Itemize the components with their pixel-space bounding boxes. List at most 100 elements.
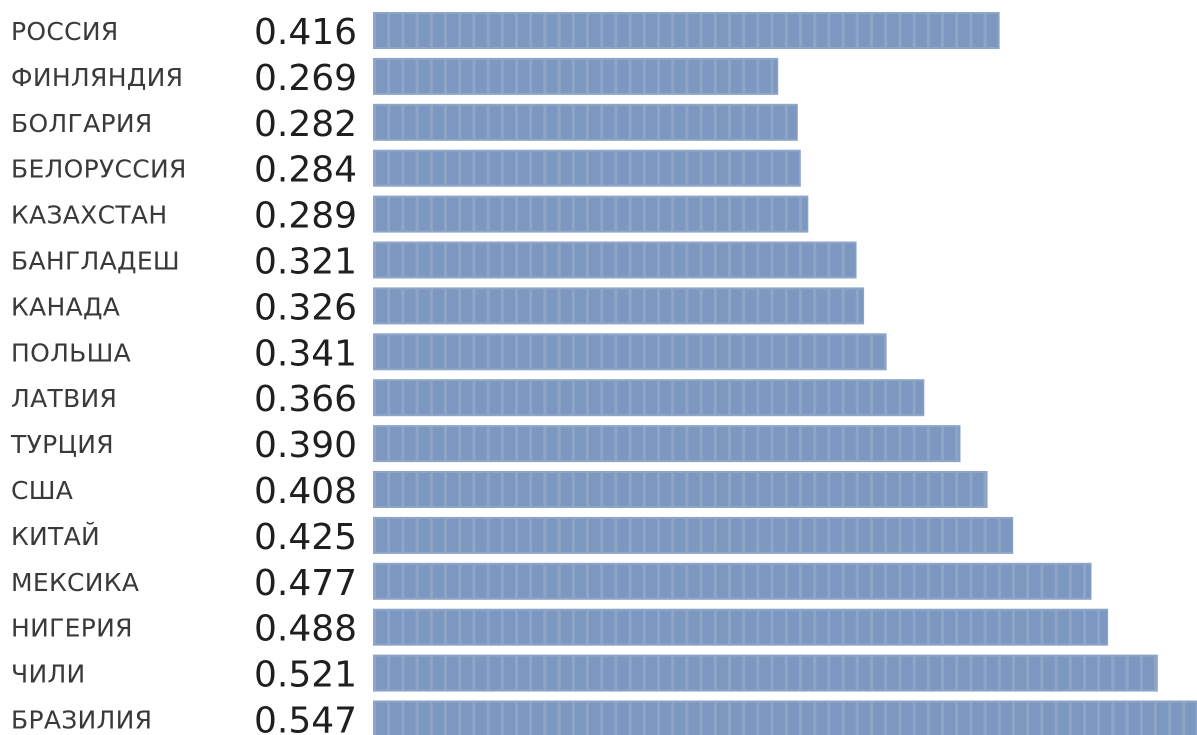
bar-segment [546, 518, 558, 552]
bar-segment [631, 151, 643, 185]
bar-segment [631, 473, 643, 506]
bar-segment [475, 656, 487, 690]
bar-segment [376, 197, 388, 231]
bar-segment [702, 289, 714, 323]
bar-segment [688, 427, 700, 461]
bar-segment [503, 105, 515, 139]
bar-segment [617, 381, 629, 415]
country-label: БОЛГАРИЯ [11, 109, 153, 138]
bar-segment [972, 518, 984, 552]
bar-segment [617, 702, 629, 735]
bar-segment [731, 656, 743, 690]
bar-segment [731, 151, 743, 185]
bar-segment [631, 14, 643, 47]
bar-segment [929, 702, 941, 735]
bar-segment [731, 610, 743, 644]
bar-segment [1071, 564, 1083, 598]
bar-segment [574, 197, 586, 231]
bar-segment [447, 289, 459, 323]
value-label: 0.326 [254, 287, 357, 328]
bar-segment [376, 243, 388, 277]
bar-segment [645, 381, 657, 415]
bar-segment [603, 289, 615, 323]
bar-segment [759, 59, 771, 93]
bar-segment [560, 197, 572, 231]
bar-segment [887, 702, 899, 735]
bar-segment [1057, 564, 1069, 598]
bar-segment [603, 14, 615, 47]
bar-segment [461, 59, 473, 93]
bar-segment [617, 564, 629, 598]
bar-segment [1000, 656, 1012, 690]
bar-segment [972, 702, 984, 735]
bar-segment [759, 335, 771, 369]
bar-segment [802, 610, 814, 644]
value-label: 0.547 [254, 701, 357, 735]
bar-segment [432, 105, 444, 139]
bar-segment [887, 427, 899, 461]
bar-segment [702, 610, 714, 644]
bar-segment [503, 473, 515, 506]
bar-segment [986, 564, 998, 598]
bar-segment [759, 610, 771, 644]
bar-segment [731, 243, 743, 277]
bar [373, 287, 865, 325]
bar-segment [404, 289, 416, 323]
bar-segment [660, 381, 672, 415]
bar-segment [617, 518, 629, 552]
bar-segment [560, 243, 572, 277]
bar-segment [716, 59, 728, 93]
bar-segment [1114, 656, 1126, 690]
bar-segment [447, 427, 459, 461]
bar-segment [546, 197, 558, 231]
bar-segment [830, 518, 842, 552]
bar-segment [617, 14, 629, 47]
bar-segment [447, 564, 459, 598]
bar-segment [518, 473, 530, 506]
bar-segment [915, 473, 927, 506]
bar-segment [1114, 702, 1126, 735]
bar-segment [986, 610, 998, 644]
bar-segment [830, 610, 842, 644]
bar-segment [901, 610, 913, 644]
bar-segment [489, 427, 501, 461]
bar-segment [418, 564, 430, 598]
bar-segment [802, 381, 814, 415]
bar [373, 700, 1197, 735]
bar-segment [688, 14, 700, 47]
bar-segment [432, 197, 444, 231]
value-label: 0.269 [254, 58, 357, 99]
bar-segment [447, 335, 459, 369]
bar-segment [702, 151, 714, 185]
bar-segment [603, 243, 615, 277]
bar-segment [1157, 702, 1169, 735]
bar-segment [447, 197, 459, 231]
bar-segment [1029, 610, 1041, 644]
bar-segment [475, 59, 487, 93]
bar-segment [376, 427, 388, 461]
bar-segment [1015, 656, 1027, 690]
bar-segment [972, 610, 984, 644]
bar-segment [844, 289, 856, 323]
bar-segment [532, 427, 544, 461]
bar-segment [532, 473, 544, 506]
bar-segment [518, 335, 530, 369]
bar-segment [503, 656, 515, 690]
bar-segment [518, 656, 530, 690]
bar [373, 425, 961, 463]
bar-segment [532, 105, 544, 139]
bar-segment [645, 427, 657, 461]
bar-segment [518, 702, 530, 735]
bar-segment [503, 289, 515, 323]
bar-segment [532, 381, 544, 415]
bar-segment [390, 518, 402, 552]
bar-segment [518, 105, 530, 139]
bar-segment [944, 14, 956, 47]
bar-segment [532, 14, 544, 47]
bar-segment [787, 243, 799, 277]
bar-segment [915, 610, 927, 644]
bar-row: ПОЛЬША 0.341 [11, 333, 887, 374]
bar-segment [773, 427, 785, 461]
bar-segment [589, 518, 601, 552]
bar-segment [461, 564, 473, 598]
